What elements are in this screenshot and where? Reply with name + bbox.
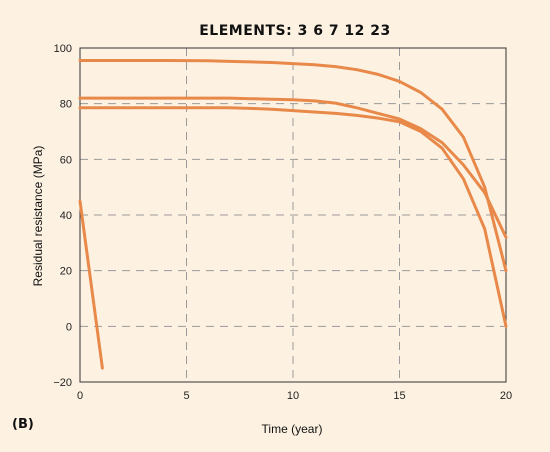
chart-title: ELEMENTS: 3 6 7 12 23 bbox=[199, 23, 391, 39]
y-axis-label: Residual resistance (MPa) bbox=[31, 146, 45, 287]
x-tick-label: 15 bbox=[393, 390, 405, 402]
series-line bbox=[78, 59, 508, 273]
panel-label: (B) bbox=[12, 417, 34, 432]
series-line bbox=[78, 106, 508, 328]
grid bbox=[80, 48, 506, 382]
series-line bbox=[78, 96, 508, 239]
y-tick-label: 80 bbox=[60, 99, 72, 111]
x-tick-label: 10 bbox=[287, 390, 299, 402]
y-tick-label: 0 bbox=[66, 321, 72, 333]
y-tick-label: 100 bbox=[54, 43, 72, 55]
x-axis: 0 5 10 15 20 bbox=[77, 390, 512, 402]
x-tick-label: 20 bbox=[500, 390, 512, 402]
series-lines bbox=[78, 59, 508, 370]
x-tick-label: 0 bbox=[77, 390, 83, 402]
plot-area bbox=[79, 47, 507, 383]
y-tick-label: 40 bbox=[60, 210, 72, 222]
x-tick-label: 5 bbox=[183, 390, 189, 402]
y-tick-label: −20 bbox=[53, 377, 72, 389]
series-line bbox=[78, 199, 104, 370]
y-tick-label: 60 bbox=[60, 154, 72, 166]
y-axis: −20 0 20 40 60 80 100 bbox=[53, 43, 72, 389]
y-tick-label: 20 bbox=[60, 266, 72, 278]
x-axis-label: Time (year) bbox=[262, 422, 323, 436]
